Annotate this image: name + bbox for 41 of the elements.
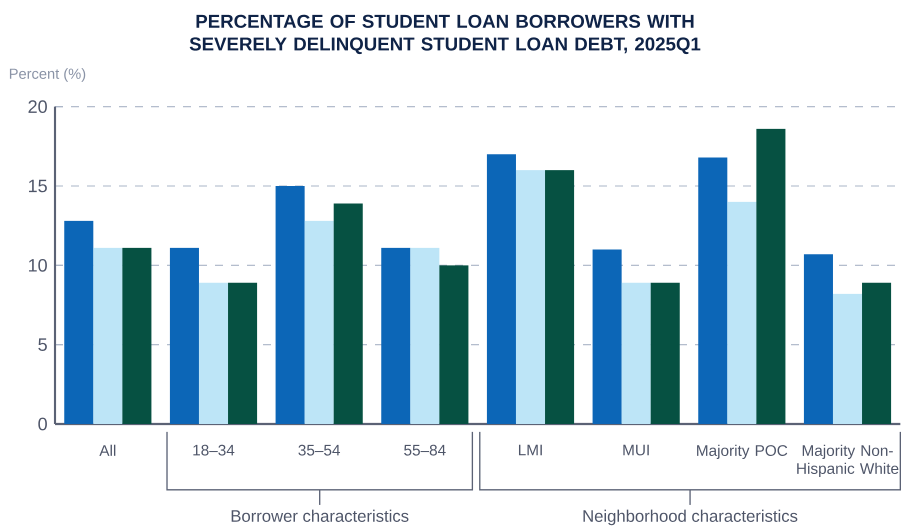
text: Borrower characteristics <box>232 510 408 522</box>
bar <box>516 170 546 424</box>
x-tick-label: Majority POC <box>697 444 788 459</box>
bar <box>122 248 152 424</box>
y-tick-label: 0 <box>38 418 47 430</box>
bar <box>592 249 622 424</box>
y-tick-label: 10 <box>28 258 47 272</box>
bar <box>756 128 786 424</box>
bar <box>170 248 199 424</box>
bar <box>486 154 516 424</box>
y-tick-label: 15 <box>28 180 47 192</box>
bar <box>64 220 94 424</box>
bar <box>545 170 574 424</box>
bar <box>198 282 228 424</box>
bar <box>439 265 468 424</box>
bar <box>650 282 680 424</box>
bar <box>727 202 756 424</box>
bar <box>304 220 334 424</box>
x-tick-label: 18–34 <box>193 444 234 456</box>
bar <box>832 294 862 424</box>
bar <box>862 282 892 424</box>
bar <box>804 254 833 424</box>
y-axis-title: Percent (%) <box>10 68 86 82</box>
bar <box>334 203 363 424</box>
text: Neighborhood characteristics <box>583 510 798 526</box>
bar <box>276 186 305 424</box>
y-tick-label: 20 <box>28 100 47 114</box>
x-tick-label: MUI <box>623 444 649 456</box>
bar <box>622 282 651 424</box>
x-tick-label: 55–84 <box>404 444 446 456</box>
x-tick-label: LMI <box>518 444 542 456</box>
chart-title: PERCENTAGE OF STUDENT LOAN BORROWERS WITH SEVERELY DELINQUENT STUDENT LOAN DEBT, 2025Q1 <box>190 14 700 54</box>
y-tick-label: 5 <box>38 338 47 351</box>
bar <box>228 282 258 424</box>
x-tick-label: All <box>99 444 116 456</box>
bar <box>93 248 122 424</box>
bar <box>410 248 440 424</box>
bar <box>698 157 728 424</box>
bar <box>381 248 410 424</box>
x-tick-label: Majority Non-Hispanic White <box>797 444 898 477</box>
x-tick-label: 35–54 <box>298 444 340 456</box>
